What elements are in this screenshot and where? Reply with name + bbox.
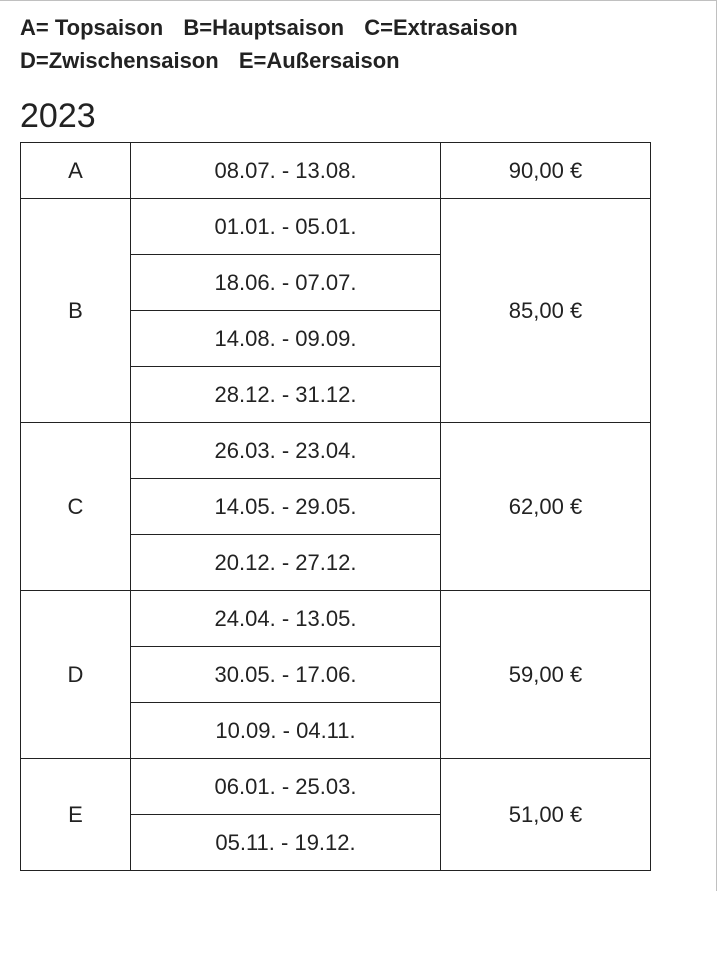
- table-row: E06.01. - 25.03.51,00 €: [21, 759, 651, 815]
- date-range-cell: 20.12. - 27.12.: [131, 535, 441, 591]
- price-table: A08.07. - 13.08.90,00 €B01.01. - 05.01.8…: [20, 142, 651, 871]
- season-cell: B: [21, 199, 131, 423]
- price-cell: 85,00 €: [441, 199, 651, 423]
- date-range-cell: 08.07. - 13.08.: [131, 143, 441, 199]
- date-range-cell: 30.05. - 17.06.: [131, 647, 441, 703]
- season-cell: C: [21, 423, 131, 591]
- date-range-cell: 01.01. - 05.01.: [131, 199, 441, 255]
- date-range-cell: 24.04. - 13.05.: [131, 591, 441, 647]
- date-range-cell: 05.11. - 19.12.: [131, 815, 441, 871]
- date-range-cell: 06.01. - 25.03.: [131, 759, 441, 815]
- season-cell: A: [21, 143, 131, 199]
- table-row: C26.03. - 23.04.62,00 €: [21, 423, 651, 479]
- price-cell: 62,00 €: [441, 423, 651, 591]
- price-cell: 59,00 €: [441, 591, 651, 759]
- legend-d: D=Zwischensaison: [20, 48, 219, 73]
- season-cell: E: [21, 759, 131, 871]
- date-range-cell: 28.12. - 31.12.: [131, 367, 441, 423]
- date-range-cell: 26.03. - 23.04.: [131, 423, 441, 479]
- legend-e: E=Außersaison: [239, 48, 400, 73]
- season-cell: D: [21, 591, 131, 759]
- year-heading: 2023: [20, 97, 696, 136]
- price-cell: 90,00 €: [441, 143, 651, 199]
- date-range-cell: 14.05. - 29.05.: [131, 479, 441, 535]
- price-cell: 51,00 €: [441, 759, 651, 871]
- table-row: A08.07. - 13.08.90,00 €: [21, 143, 651, 199]
- date-range-cell: 10.09. - 04.11.: [131, 703, 441, 759]
- table-row: B01.01. - 05.01.85,00 €: [21, 199, 651, 255]
- date-range-cell: 18.06. - 07.07.: [131, 255, 441, 311]
- date-range-cell: 14.08. - 09.09.: [131, 311, 441, 367]
- legend-a: A= Topsaison: [20, 15, 163, 40]
- legend-b: B=Hauptsaison: [183, 15, 344, 40]
- table-row: D24.04. - 13.05.59,00 €: [21, 591, 651, 647]
- page-container: A= Topsaison B=Hauptsaison C=Extrasaison…: [0, 0, 717, 891]
- season-legend: A= Topsaison B=Hauptsaison C=Extrasaison…: [20, 11, 696, 77]
- legend-c: C=Extrasaison: [364, 15, 517, 40]
